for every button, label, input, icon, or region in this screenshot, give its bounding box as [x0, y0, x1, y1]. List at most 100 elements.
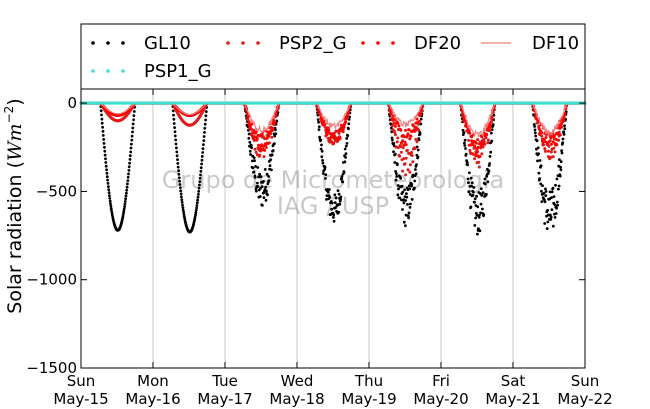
data-point	[275, 119, 279, 123]
data-point	[108, 194, 111, 198]
data-point	[395, 140, 399, 144]
data-point	[407, 211, 411, 215]
data-point	[122, 211, 125, 215]
y-axis-label: Solar radiation (Wm−2)	[2, 98, 26, 313]
legend-swatch	[106, 41, 110, 45]
data-point	[128, 154, 132, 158]
data-point	[552, 195, 556, 199]
data-point	[548, 139, 552, 143]
data-point	[338, 202, 342, 206]
data-point	[477, 215, 481, 219]
data-point	[463, 141, 466, 145]
data-point	[105, 168, 108, 172]
data-point	[471, 142, 475, 146]
data-point	[110, 209, 113, 213]
data-point	[555, 200, 559, 204]
data-point	[100, 121, 104, 125]
data-point	[249, 143, 253, 147]
data-point	[414, 138, 418, 141]
data-point	[196, 198, 200, 202]
data-point	[467, 181, 470, 185]
data-point	[254, 150, 258, 154]
data-point	[252, 156, 256, 160]
data-point	[550, 190, 554, 194]
data-point	[462, 131, 466, 134]
data-point	[317, 120, 320, 124]
data-point	[537, 171, 541, 175]
data-point	[540, 200, 544, 204]
data-point	[486, 141, 490, 145]
data-point	[344, 156, 347, 159]
data-point	[270, 127, 274, 131]
data-point	[128, 161, 132, 165]
data-point	[413, 179, 417, 183]
data-point	[344, 144, 348, 148]
data-point	[332, 216, 335, 219]
data-point	[262, 180, 265, 183]
data-point	[416, 148, 420, 152]
data-point	[318, 135, 322, 139]
data-point	[402, 198, 405, 202]
data-point	[473, 144, 477, 148]
data-point	[552, 134, 556, 138]
data-point	[476, 205, 480, 209]
data-point	[402, 135, 406, 139]
data-point	[470, 135, 474, 139]
data-point	[102, 142, 106, 145]
data-point	[563, 127, 567, 131]
data-point	[203, 131, 206, 134]
data-point	[476, 145, 480, 149]
data-point	[410, 154, 414, 157]
data-point	[410, 151, 414, 154]
data-point	[101, 125, 104, 129]
legend-swatch	[361, 41, 365, 45]
data-point	[466, 163, 469, 167]
data-point	[265, 172, 269, 176]
data-point	[477, 160, 481, 164]
data-point	[202, 143, 205, 147]
x-tick-label-day: Wed	[281, 372, 314, 390]
data-point	[561, 137, 565, 141]
data-point	[172, 122, 176, 125]
data-point	[175, 150, 179, 154]
data-point	[405, 148, 409, 152]
data-point	[485, 133, 489, 137]
data-point	[173, 126, 177, 129]
data-point	[268, 164, 272, 168]
legend-label: GL10	[144, 33, 191, 54]
data-point	[390, 136, 394, 140]
data-point	[486, 172, 490, 175]
data-point	[101, 130, 105, 133]
data-point	[471, 194, 475, 197]
data-point	[562, 133, 566, 136]
data-point	[249, 153, 253, 156]
data-point	[461, 128, 465, 132]
data-point	[254, 189, 258, 193]
data-point	[320, 155, 324, 159]
data-point	[396, 121, 400, 125]
data-point	[399, 150, 403, 154]
data-point	[175, 154, 179, 158]
data-point	[257, 143, 261, 147]
data-point	[408, 206, 412, 209]
data-point	[544, 136, 548, 139]
data-point	[549, 218, 553, 221]
data-point	[558, 174, 562, 178]
data-point	[417, 128, 421, 132]
data-point	[130, 142, 133, 146]
data-point	[551, 224, 555, 228]
x-tick-label-date: May-18	[269, 390, 324, 408]
data-point	[553, 216, 557, 219]
data-point	[488, 128, 492, 132]
data-point	[559, 165, 562, 169]
data-point	[488, 155, 492, 158]
data-point	[533, 128, 537, 132]
data-point	[404, 224, 407, 228]
data-point	[258, 153, 262, 157]
data-point	[325, 198, 328, 201]
data-point	[413, 129, 417, 133]
data-point	[331, 141, 335, 145]
plot-frame	[80, 88, 586, 369]
data-point	[562, 130, 566, 134]
